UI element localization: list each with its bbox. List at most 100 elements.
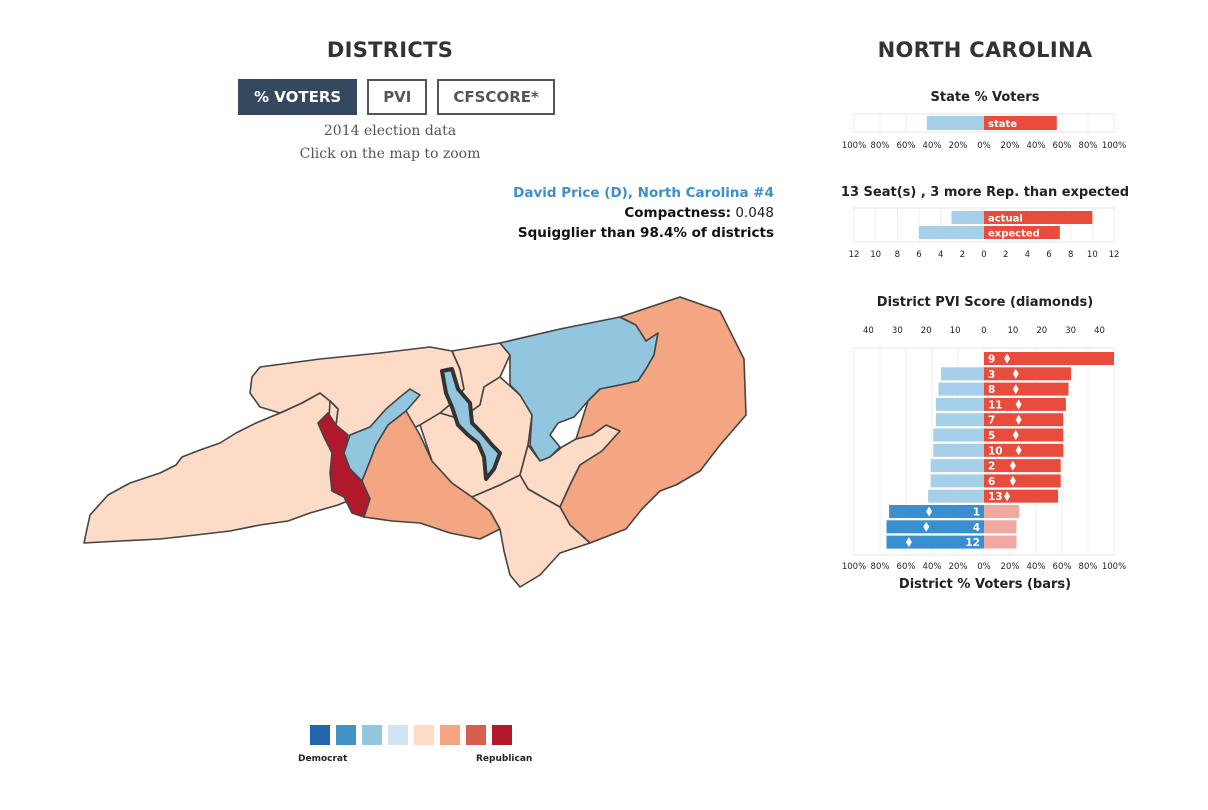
pvi-diamond-5 <box>1012 430 1019 440</box>
bar-district-11-rep <box>984 397 1066 411</box>
tick-label: 80% <box>871 141 890 151</box>
bar-district-5-rep <box>984 428 1064 442</box>
pvi-title: District PVI Score (diamonds) <box>876 295 1094 310</box>
tick-label: 2 <box>960 250 965 260</box>
tick-label: 60% <box>1053 562 1072 572</box>
bar-district-11-dem <box>935 397 984 411</box>
tick-label: 0 <box>981 250 986 260</box>
pvi-diamond-10 <box>1015 445 1022 456</box>
district-label-10: 10 <box>988 445 1003 457</box>
tick-label: 40 <box>863 326 874 336</box>
bar-district-8-rep <box>984 382 1069 396</box>
tick-label: 20% <box>1001 562 1020 572</box>
tick-label: 100% <box>842 141 866 151</box>
district-label-4: 4 <box>973 522 980 534</box>
tick-label: 100% <box>842 562 866 572</box>
bar-district-6-rep <box>984 474 1061 488</box>
tab-cfscore[interactable]: CFSCORE* <box>437 79 555 115</box>
districts-title: DISTRICTS <box>326 38 454 62</box>
bar-district-10-dem <box>933 443 984 457</box>
bar-state-rep <box>984 116 1057 130</box>
bar-district-1-rep <box>984 505 1020 518</box>
district-11[interactable] <box>83 392 363 544</box>
bar-actual-dem <box>951 211 984 224</box>
compactness-row: Compactness: 0.048 <box>513 203 774 223</box>
district-info: David Price (D), North Carolina #4 Compa… <box>513 183 774 243</box>
bar-district-7-dem <box>935 413 984 427</box>
pvi-diamond-9 <box>1004 353 1011 364</box>
tick-label: 8 <box>1068 250 1073 260</box>
district-3[interactable] <box>559 296 747 544</box>
tick-label: 20% <box>1001 141 1020 151</box>
tick-label: 2 <box>1003 250 1008 260</box>
pvi-diamond-2 <box>1009 460 1016 471</box>
bar-district-1-dem <box>889 505 984 518</box>
tick-label: 20% <box>949 562 968 572</box>
tick-label: 30 <box>1065 326 1076 336</box>
legend-swatch-7 <box>466 725 486 745</box>
compactness-value: 0.048 <box>735 205 774 221</box>
bar-expected-dem <box>919 226 984 239</box>
tick-label: 30 <box>892 326 903 336</box>
tick-label: 40% <box>1027 141 1046 151</box>
district-map[interactable] <box>80 285 760 595</box>
district-label-5: 5 <box>988 430 995 442</box>
bar-label-actual: actual <box>988 214 1023 225</box>
tick-label: 100% <box>1102 141 1126 151</box>
district-4[interactable] <box>440 367 502 481</box>
district-label-8: 8 <box>988 384 995 396</box>
tick-label: 100% <box>1102 562 1126 572</box>
bar-district-2-dem <box>930 459 984 473</box>
bar-label-expected: expected <box>988 229 1040 240</box>
legend-swatch-3 <box>362 725 382 745</box>
tick-label: 20 <box>1036 326 1047 336</box>
tick-label: 60% <box>897 141 916 151</box>
district-label-11: 11 <box>988 399 1003 411</box>
bar-district-12-dem <box>886 535 984 549</box>
election-note: 2014 election data <box>323 123 457 139</box>
bar-district-4-dem <box>886 520 984 534</box>
tick-label: 6 <box>916 250 921 260</box>
tick-label: 40% <box>923 141 942 151</box>
tick-label: 10 <box>1087 250 1098 260</box>
bar-district-6-dem <box>930 474 984 488</box>
legend-swatch-8 <box>492 725 512 745</box>
color-legend: Democrat Republican <box>298 725 538 775</box>
bar-district-7-rep <box>984 413 1064 427</box>
tick-label: 40% <box>923 562 942 572</box>
bar-district-10-rep <box>984 443 1064 457</box>
metric-tabs: % VOTERS PVI CFSCORE* <box>238 79 555 115</box>
tick-label: 8 <box>895 250 900 260</box>
bar-district-3-rep <box>984 367 1072 381</box>
pvi-diamond-13 <box>1004 491 1011 502</box>
bar-label-state: state <box>988 119 1017 130</box>
pvi-diamond-6 <box>1009 475 1016 486</box>
tick-label: 10 <box>870 250 881 260</box>
legend-republican-label: Republican <box>476 754 533 764</box>
pvi-diamond-11 <box>1015 399 1022 410</box>
bar-district-4-rep <box>984 520 1017 534</box>
tick-label: 12 <box>1109 250 1120 260</box>
state-title: NORTH CAROLINA <box>877 38 1093 62</box>
bar-expected-rep <box>984 226 1060 239</box>
bar-district-13-dem <box>928 489 984 503</box>
tick-label: 20 <box>921 326 932 336</box>
bar-state-dem <box>926 116 984 130</box>
bar-district-2-rep <box>984 459 1061 473</box>
district-label-6: 6 <box>988 476 995 488</box>
district-7[interactable] <box>471 474 591 588</box>
district-name-link[interactable]: David Price (D), North Carolina #4 <box>513 185 774 201</box>
legend-swatch-5 <box>414 725 434 745</box>
district-label-3: 3 <box>988 369 995 381</box>
tick-label: 4 <box>1025 250 1030 260</box>
district-label-13: 13 <box>988 491 1003 503</box>
tick-label: 60% <box>1053 141 1072 151</box>
tick-label: 80% <box>1079 141 1098 151</box>
tab-pvi[interactable]: PVI <box>367 79 428 115</box>
seats-title: 13 Seat(s) , 3 more Rep. than expected <box>840 185 1130 200</box>
district-pvi-chart: 40 30 20 10 0 10 20 30 40 9 3 8 11 7 5 10 2 6 13 1 4 12 100% 80… <box>842 326 1126 572</box>
legend-swatch-2 <box>336 725 356 745</box>
squiggle-stat: Squigglier than 98.4% of districts <box>517 225 774 241</box>
bar-district-8-dem <box>938 382 984 396</box>
tab-percent-voters[interactable]: % VOTERS <box>238 79 358 115</box>
